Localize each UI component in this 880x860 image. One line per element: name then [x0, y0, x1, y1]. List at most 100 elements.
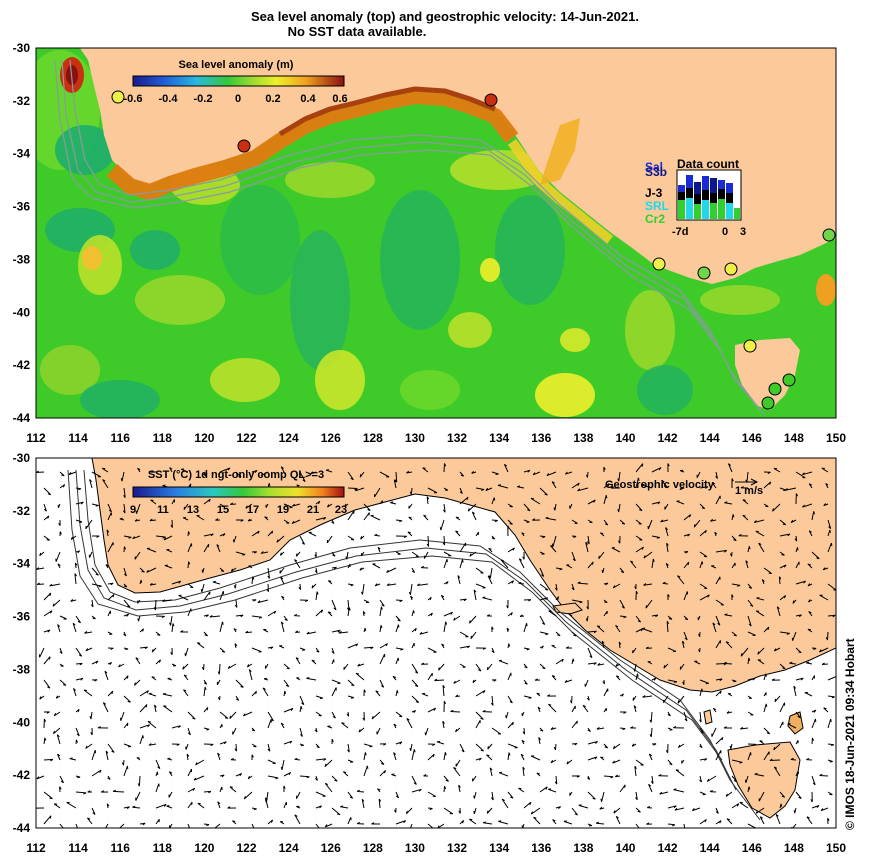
velocity-arrow [459, 663, 466, 668]
velocity-arrow [578, 804, 589, 809]
velocity-arrow [361, 798, 365, 809]
velocity-arrow [123, 613, 130, 617]
velocity-arrow [630, 560, 637, 569]
velocity-arrow [123, 546, 126, 553]
velocity-arrow [801, 471, 813, 476]
velocity-arrow [395, 647, 404, 651]
velocity-arrow [699, 583, 708, 589]
velocity-arrow [603, 707, 607, 713]
velocity-arrow [163, 535, 173, 541]
satellite-legend: Sal S3b J-3 SRL Cr2 [645, 160, 669, 226]
velocity-arrow [827, 519, 832, 530]
sla-tick-label: 0.6 [332, 93, 347, 105]
velocity-arrow [123, 675, 129, 681]
velocity-arrow [155, 803, 167, 809]
velocity-arrow [311, 659, 317, 665]
velocity-arrow [169, 615, 173, 626]
velocity-arrow [57, 753, 61, 761]
velocity-arrow [563, 820, 573, 825]
velocity-arrow [475, 583, 486, 589]
velocity-arrow [118, 663, 125, 668]
data-count-axis-labels: -7d 0 3 [672, 226, 746, 238]
velocity-arrow [539, 615, 546, 626]
velocity-arrow [567, 613, 573, 617]
velocity-arrow [453, 679, 461, 684]
velocity-arrow [550, 759, 557, 764]
velocity-arrow [696, 471, 701, 479]
velocity-arrow [603, 466, 606, 473]
velocity-arrow [55, 551, 61, 562]
velocity-arrow [618, 641, 622, 649]
velocity-arrow [356, 789, 365, 793]
velocity-arrow [532, 518, 541, 521]
velocity-arrow [784, 487, 797, 491]
velocity-arrow [187, 801, 193, 809]
velocity-arrow [683, 631, 688, 641]
velocity-arrow [91, 660, 99, 665]
velocity-arrow [315, 647, 320, 653]
velocity-arrow [645, 599, 653, 609]
credit-label: © IMOS 18-Jun-2021 09:34 Hobart [843, 638, 857, 830]
velocity-arrow [539, 727, 544, 732]
sla-tick-label: -0.6 [124, 93, 143, 105]
velocity-arrow [635, 519, 642, 525]
velocity-arrow [299, 647, 306, 651]
velocity-arrow [395, 711, 403, 718]
velocity-arrow [394, 471, 398, 483]
velocity-arrow [75, 519, 83, 523]
velocity-arrow [587, 561, 594, 569]
velocity-arrow [372, 563, 381, 569]
velocity-arrow [635, 823, 640, 828]
velocity-arrow [523, 503, 531, 512]
velocity-arrow [234, 643, 238, 649]
velocity-arrow [107, 743, 115, 753]
velocity-arrow [757, 659, 765, 665]
sla-colorbar-ticks: -0.6 -0.4 -0.2 0 0.2 0.4 0.6 [124, 93, 348, 105]
velocity-arrow [577, 487, 589, 492]
velocity-arrow [379, 643, 389, 649]
velocity-arrow [666, 620, 670, 633]
velocity-arrow [569, 791, 573, 796]
velocity-arrow [43, 535, 51, 541]
velocity-arrow [310, 471, 317, 475]
velocity-arrow [711, 482, 717, 489]
velocity-arrow [599, 532, 605, 537]
velocity-arrow [363, 689, 366, 697]
velocity-arrow [139, 690, 149, 697]
velocity-arrow [359, 471, 365, 478]
velocity-arrow [374, 533, 381, 537]
x-tick-label: 124 [279, 431, 299, 445]
velocity-arrow [294, 814, 301, 825]
velocity-arrow [635, 759, 644, 766]
velocity-arrow [251, 530, 260, 537]
velocity-arrow [59, 531, 62, 537]
velocity-arrow [665, 743, 669, 754]
velocity-arrow [267, 775, 279, 780]
velocity-arrow [184, 647, 189, 657]
velocity-arrow [571, 583, 575, 591]
velocity-arrow [315, 758, 327, 761]
velocity-arrow [283, 679, 290, 688]
velocity-arrow [469, 551, 477, 557]
velocity-arrow [473, 791, 477, 799]
velocity-arrow [393, 723, 397, 729]
velocity-arrow [603, 688, 609, 697]
velocity-arrow [603, 519, 609, 526]
velocity-arrow [235, 679, 244, 688]
velocity-arrow [774, 695, 781, 703]
tide-gauge-markers [111, 90, 836, 410]
velocity-arrow [123, 487, 126, 498]
velocity-arrow [212, 823, 221, 828]
australia-landmass [80, 48, 836, 284]
velocity-arrow [36, 775, 45, 780]
velocity-arrow [219, 567, 225, 572]
velocity-arrow [635, 535, 643, 541]
velocity-arrow [442, 684, 446, 697]
velocity-arrow [251, 615, 263, 619]
velocity-arrow [552, 819, 557, 825]
velocity-arrow [507, 752, 511, 761]
velocity-arrow [410, 823, 413, 828]
velocity-arrow [362, 711, 365, 721]
velocity-arrow [43, 487, 52, 496]
velocity-arrow [473, 589, 477, 601]
